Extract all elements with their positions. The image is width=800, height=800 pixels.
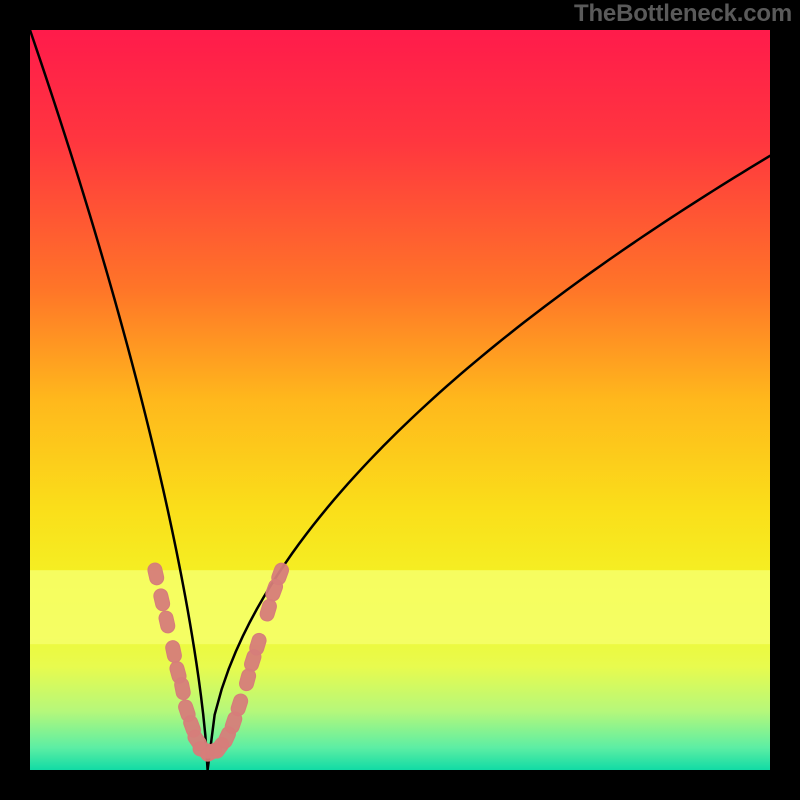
chart-container: TheBottleneck.com <box>0 0 800 800</box>
attribution-text: TheBottleneck.com <box>574 0 792 28</box>
highlight-band <box>30 570 770 644</box>
bottleneck-chart <box>0 0 800 800</box>
